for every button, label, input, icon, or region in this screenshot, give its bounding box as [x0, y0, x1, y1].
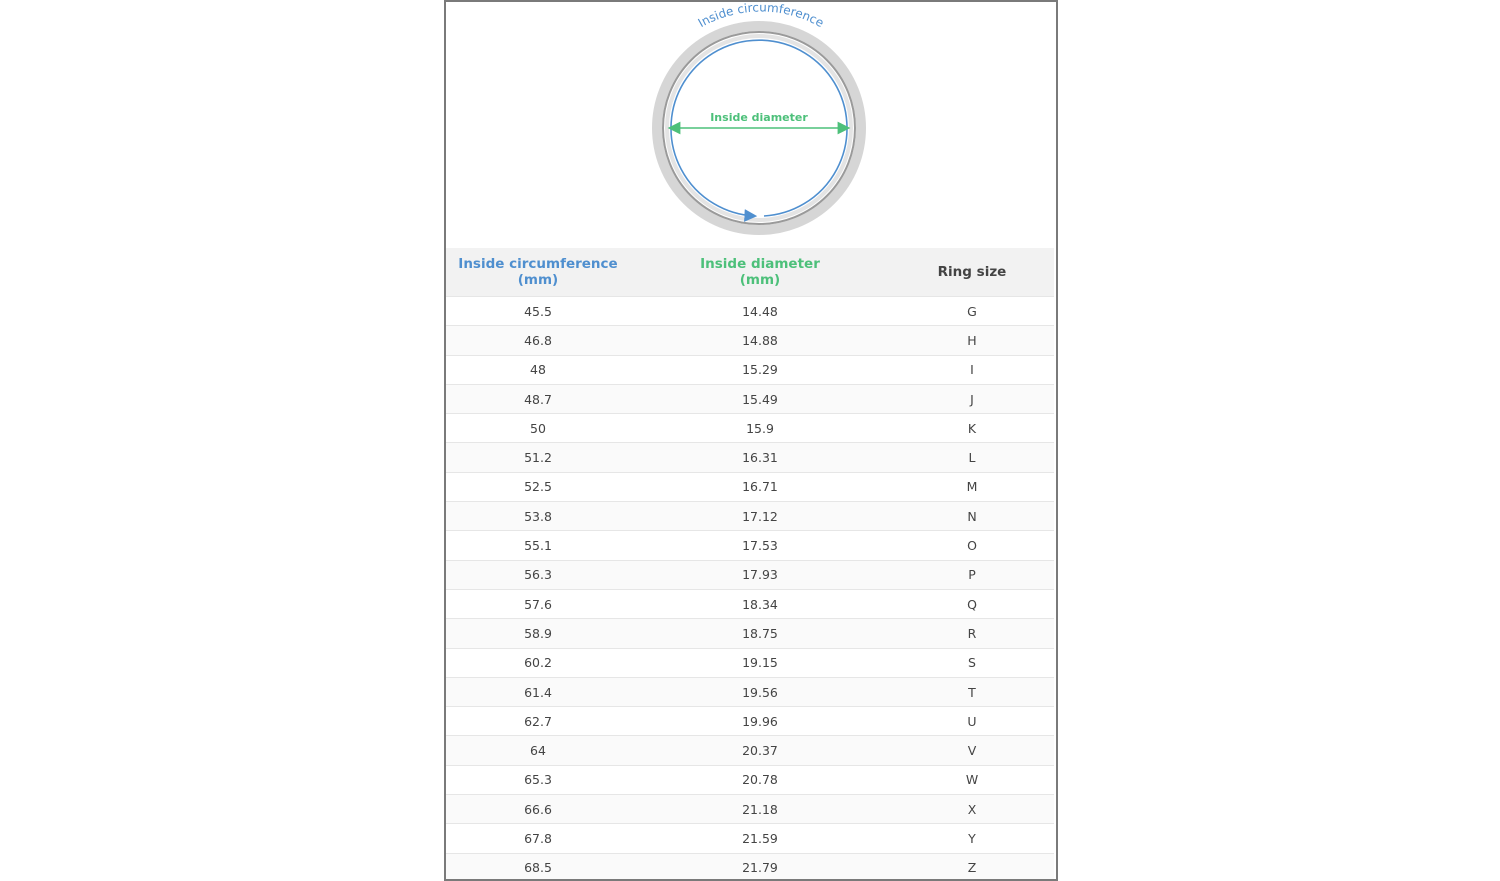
ring-size-cell: I: [890, 354, 1054, 385]
diameter-label: Inside diameter: [710, 111, 808, 124]
diameter-cell: 17.12: [630, 501, 890, 531]
table-row: 45.5 14.48 G: [446, 295, 1054, 326]
table-row: 50 15.9 K: [446, 413, 1054, 443]
header-diameter: Inside diameter (mm): [630, 248, 890, 297]
diameter-cell: 20.37: [630, 735, 890, 766]
ring-size-cell: K: [890, 413, 1054, 443]
circumference-cell: 68.5: [446, 852, 630, 879]
ring-size-cell: N: [890, 501, 1054, 531]
diameter-cell: 19.56: [630, 676, 890, 707]
ring-size-table: Inside circumference (mm) Inside diameter…: [446, 248, 1054, 879]
diameter-cell: 21.79: [630, 852, 890, 879]
ring-size-cell: U: [890, 706, 1054, 736]
table-row: 52.5 16.71 M: [446, 471, 1054, 502]
circumference-cell: 50: [446, 413, 630, 443]
header-circumference: Inside circumference (mm): [446, 248, 630, 297]
ring-size-cell: W: [890, 764, 1054, 795]
ring-size-cell: L: [890, 442, 1054, 473]
ring-size-cell: X: [890, 794, 1054, 824]
diameter-cell: 20.78: [630, 764, 890, 795]
table-row: 62.7 19.96 U: [446, 706, 1054, 736]
diameter-cell: 15.9: [630, 413, 890, 443]
diameter-cell: 15.29: [630, 354, 890, 385]
table-row: 61.4 19.56 T: [446, 676, 1054, 707]
diameter-cell: 18.34: [630, 588, 890, 619]
diameter-cell: 14.88: [630, 325, 890, 356]
ring-size-cell: M: [890, 471, 1054, 502]
table-row: 68.5 21.79 Z: [446, 852, 1054, 879]
circumference-line: [670, 39, 848, 222]
circumference-cell: 60.2: [446, 647, 630, 678]
table-row: 48.7 15.49 J: [446, 383, 1054, 414]
circumference-cell: 64: [446, 735, 630, 766]
table-row: 56.3 17.93 P: [446, 559, 1054, 590]
ring-size-cell: T: [890, 676, 1054, 707]
ring-outer: [652, 21, 866, 235]
diameter-cell: 17.53: [630, 530, 890, 561]
circumference-cell: 61.4: [446, 676, 630, 707]
diameter-cell: 21.18: [630, 794, 890, 824]
ring-size-cell: P: [890, 559, 1054, 590]
ring-diagram: Inside diameter Inside circumference: [652, 2, 866, 235]
ring-size-cell: O: [890, 530, 1054, 561]
diameter-cell: 16.31: [630, 442, 890, 473]
ring-size-cell: G: [890, 295, 1054, 326]
circumference-cell: 48: [446, 354, 630, 385]
circumference-cell: 48.7: [446, 383, 630, 414]
table-row: 46.8 14.88 H: [446, 325, 1054, 356]
circumference-cell: 56.3: [446, 559, 630, 590]
table-row: 66.6 21.18 X: [446, 794, 1054, 824]
table-row: 55.1 17.53 O: [446, 530, 1054, 561]
table-row: 48 15.29 I: [446, 354, 1054, 385]
table-row: 65.3 20.78 W: [446, 764, 1054, 795]
diameter-cell: 19.15: [630, 647, 890, 678]
header-ring-size: Ring size: [890, 248, 1054, 297]
circumference-cell: 67.8: [446, 823, 630, 854]
diameter-cell: 17.93: [630, 559, 890, 590]
table-row: 51.2 16.31 L: [446, 442, 1054, 473]
ring-size-cell: Q: [890, 588, 1054, 619]
diameter-cell: 16.71: [630, 471, 890, 502]
ring-size-cell: Z: [890, 852, 1054, 879]
table-row: 53.8 17.12 N: [446, 501, 1054, 531]
table-row: 57.6 18.34 Q: [446, 588, 1054, 619]
circumference-cell: 46.8: [446, 325, 630, 356]
ring-size-cell: H: [890, 325, 1054, 356]
circumference-cell: 65.3: [446, 764, 630, 795]
diameter-cell: 19.96: [630, 706, 890, 736]
table-header: Inside circumference (mm) Inside diameter…: [446, 248, 1054, 297]
circumference-cell: 53.8: [446, 501, 630, 531]
circumference-cell: 45.5: [446, 295, 630, 326]
circumference-cell: 58.9: [446, 618, 630, 649]
circumference-cell: 55.1: [446, 530, 630, 561]
ring-size-cell: J: [890, 383, 1054, 414]
diameter-cell: 14.48: [630, 295, 890, 326]
ring-size-chart: Inside diameter Inside circumference Ins…: [444, 0, 1058, 881]
ring-size-cell: R: [890, 618, 1054, 649]
table-row: 64 20.37 V: [446, 735, 1054, 766]
ring-size-cell: Y: [890, 823, 1054, 854]
circumference-cell: 52.5: [446, 471, 630, 502]
circumference-cell: 51.2: [446, 442, 630, 473]
diameter-cell: 21.59: [630, 823, 890, 854]
diameter-cell: 18.75: [630, 618, 890, 649]
circumference-cell: 62.7: [446, 706, 630, 736]
circumference-cell: 66.6: [446, 794, 630, 824]
table-row: 67.8 21.59 Y: [446, 823, 1054, 854]
table-row: 58.9 18.75 R: [446, 618, 1054, 649]
circumference-cell: 57.6: [446, 588, 630, 619]
table-row: 60.2 19.15 S: [446, 647, 1054, 678]
diameter-cell: 15.49: [630, 383, 890, 414]
ring-size-cell: S: [890, 647, 1054, 678]
ring-size-cell: V: [890, 735, 1054, 766]
